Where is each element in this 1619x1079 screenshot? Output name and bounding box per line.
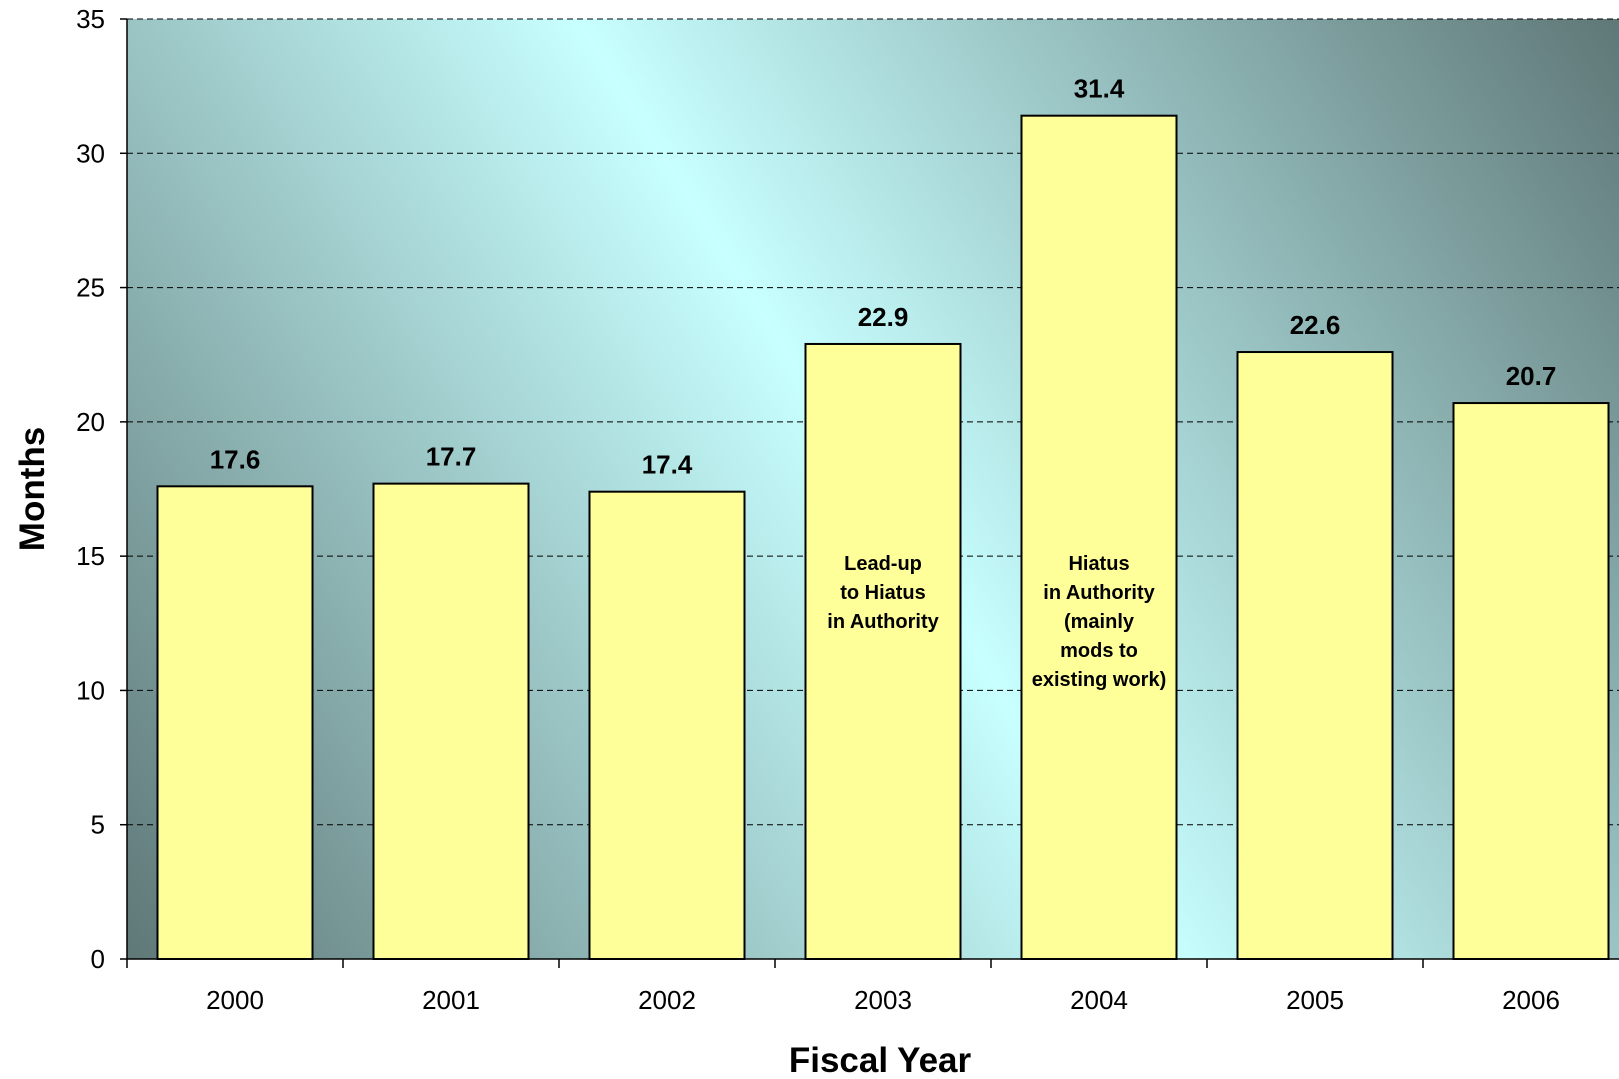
bar [804, 342, 962, 960]
bar [1236, 351, 1394, 960]
y-tick-label: 5 [91, 810, 105, 840]
y-ticks: 0 5 10 15 20 25 30 35 [76, 4, 127, 974]
y-tick-label: 25 [76, 273, 105, 303]
axes [126, 19, 1619, 960]
x-tick-label: 2000 [206, 985, 264, 1015]
data-label: 31.4 [1074, 74, 1125, 104]
bar-annotation-line: to Hiatus [840, 582, 926, 604]
bar-annotation-line: mods to [1060, 640, 1138, 662]
bars [156, 114, 1610, 960]
y-tick-label: 0 [91, 944, 105, 974]
y-tick-label: 30 [76, 138, 105, 168]
bar-annotation-line: (mainly [1064, 611, 1135, 633]
data-label: 22.9 [858, 302, 909, 332]
data-label: 17.7 [426, 442, 477, 472]
bar [156, 485, 314, 960]
bar-annotations: Lead-up to Hiatus in Authority Hiatus in Aut… [827, 553, 1166, 691]
x-tick-label: 2006 [1502, 985, 1560, 1015]
bar-annotation-line: in Authority [1043, 582, 1155, 604]
x-tick-label: 2005 [1286, 985, 1344, 1015]
data-label: 17.4 [642, 450, 693, 480]
y-tick-label: 20 [76, 407, 105, 437]
y-axis-title: Months [13, 427, 52, 551]
y-tick-label: 10 [76, 675, 105, 705]
x-axis-title: Fiscal Year [789, 1041, 972, 1079]
bar [1020, 114, 1178, 960]
value-labels: 17.6 17.7 17.4 22.9 31.4 22.6 20.7 [210, 74, 1557, 480]
bar [1452, 402, 1610, 960]
data-label: 20.7 [1506, 361, 1557, 391]
x-tick-label: 2002 [638, 985, 696, 1015]
bar-annotation-line: in Authority [827, 611, 939, 633]
bar [588, 490, 746, 960]
bar [372, 482, 530, 960]
x-tick-label: 2004 [1070, 985, 1128, 1015]
y-tick-label: 35 [76, 4, 105, 34]
data-label: 22.6 [1290, 310, 1341, 340]
bar-annotation-line: Lead-up [844, 553, 922, 575]
x-tick-label: 2001 [422, 985, 480, 1015]
y-tick-label: 15 [76, 541, 105, 571]
x-tick-label: 2003 [854, 985, 912, 1015]
data-label: 17.6 [210, 444, 261, 474]
bar-annotation-line: Hiatus [1068, 553, 1129, 575]
x-ticks: 2000 2001 2002 2003 2004 2005 2006 [126, 959, 1560, 1015]
bar-annotation-line: existing work) [1032, 669, 1166, 691]
